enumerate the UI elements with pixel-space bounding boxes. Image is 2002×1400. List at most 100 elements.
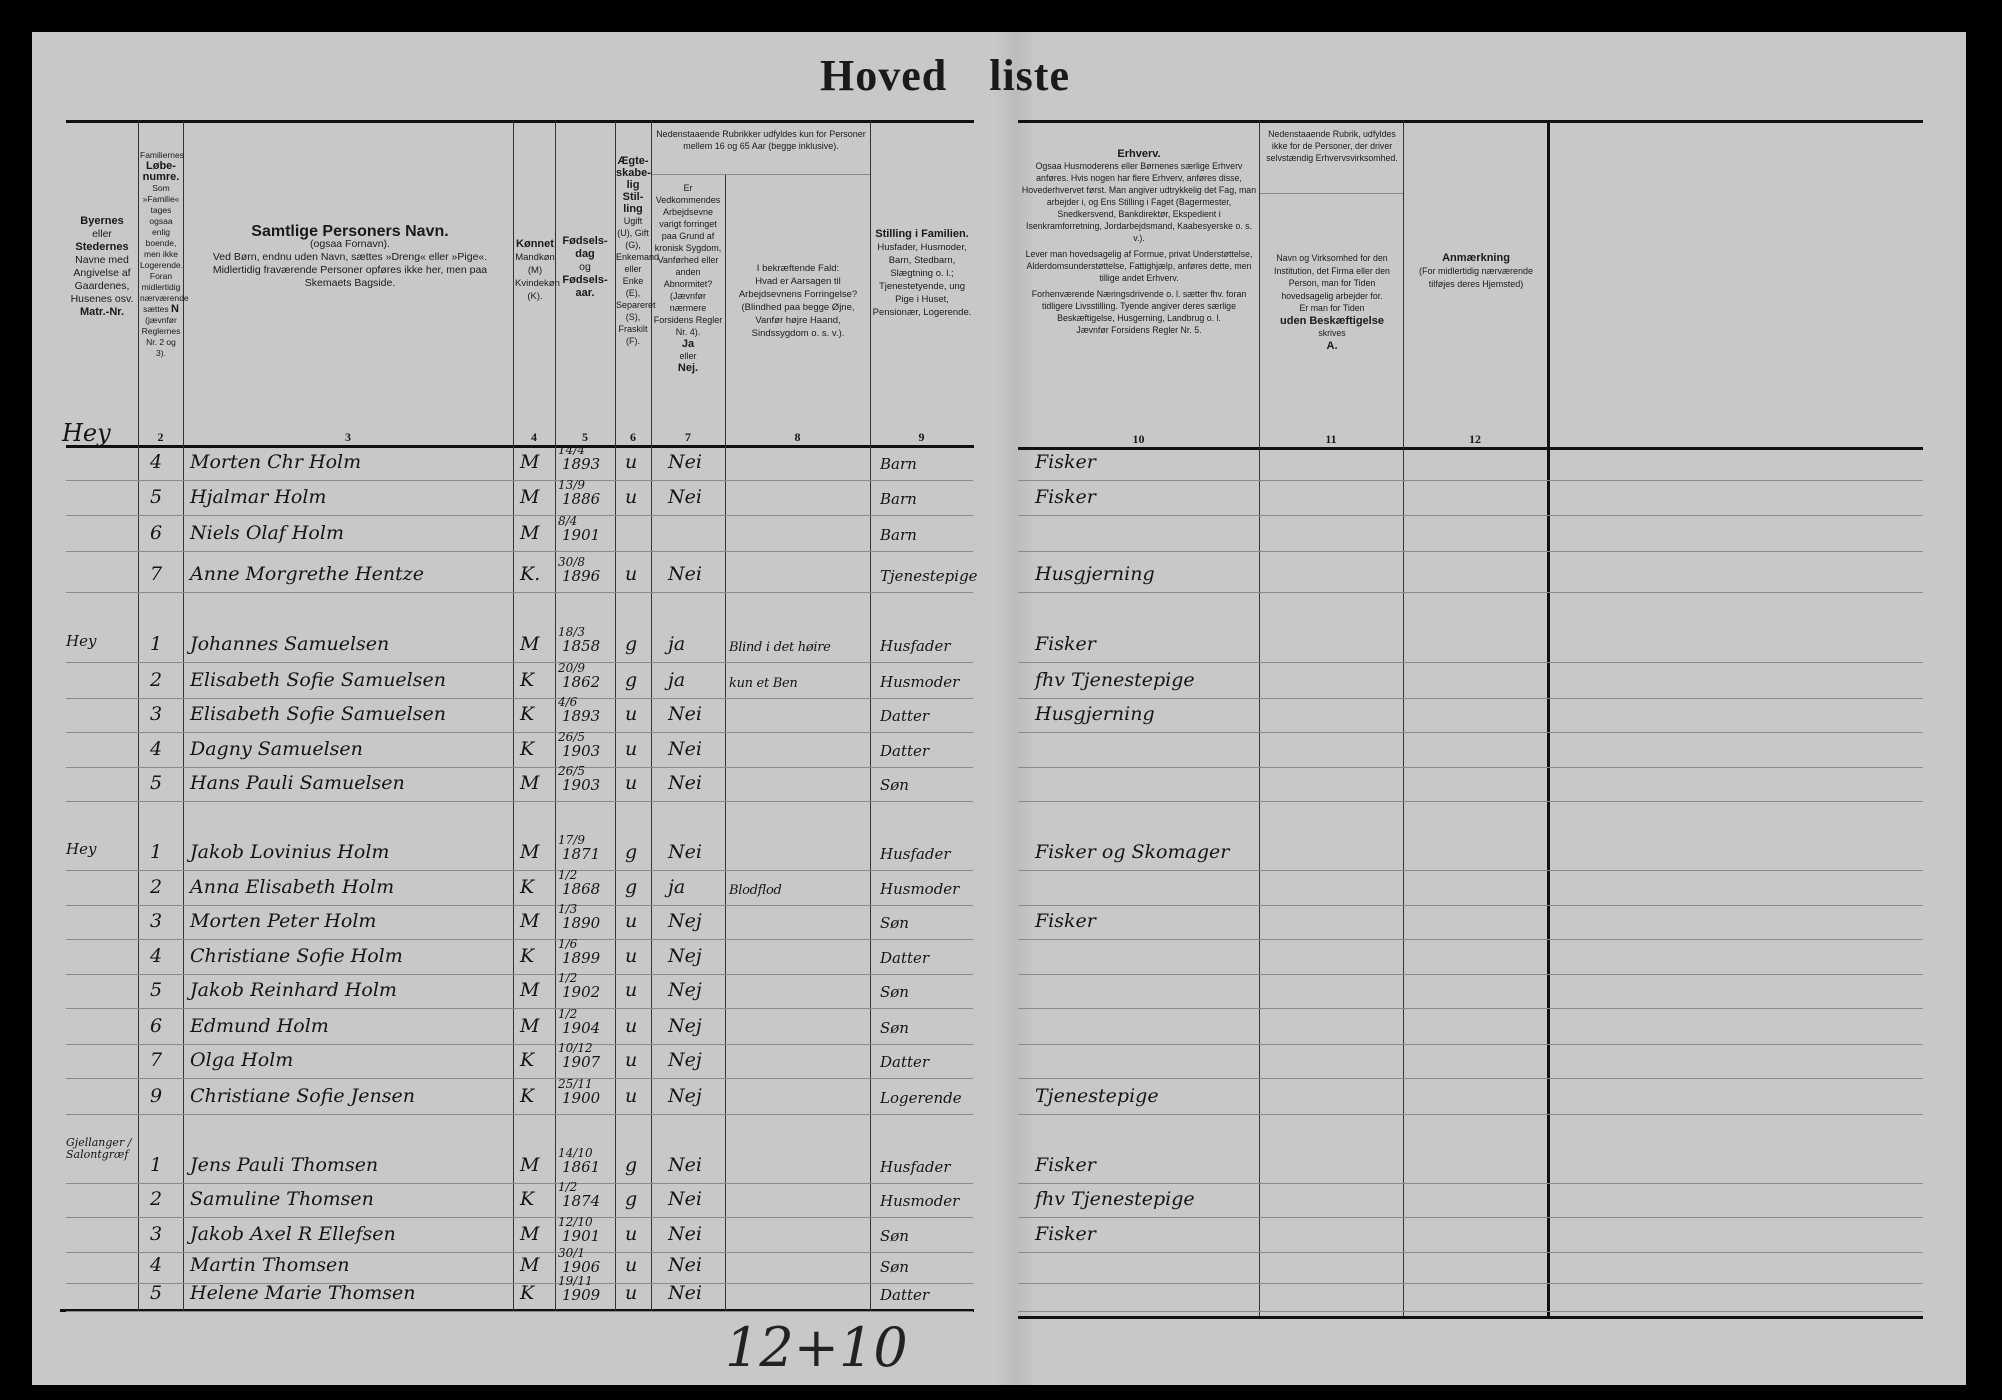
header-col5: Fødsels-dag og Fødsels-aar. <box>562 235 608 299</box>
col-divider <box>1259 121 1260 1316</box>
header-col8: I bekræftende Fald: Hvad er Aarsagen til … <box>738 263 858 339</box>
cell-num: 2 <box>150 1188 163 1210</box>
row-rule <box>66 905 973 906</box>
cell-occupation: fhv Tjenestepige <box>1035 1188 1195 1210</box>
cell-sex: M <box>520 772 540 794</box>
header-col11: Navn og Virksomhed for den Institution, … <box>1274 253 1390 352</box>
cell-family: Søn <box>880 983 909 1001</box>
row-rule <box>1018 1311 1923 1312</box>
row-rule <box>1018 801 1923 802</box>
row-rule <box>1018 1044 1923 1045</box>
cell-name: Morten Peter Holm <box>190 910 377 932</box>
cell-civil: g <box>625 841 638 863</box>
cell-disabled: Nei <box>668 486 702 508</box>
cell-name: Helene Marie Thomsen <box>190 1282 416 1304</box>
cell-disabled: ja <box>668 876 686 898</box>
cell-place: Hey <box>66 632 97 650</box>
cell-sex: M <box>520 1223 540 1245</box>
cell-year: 1907 <box>562 1053 601 1071</box>
cell-disabled: Nei <box>668 772 702 794</box>
cell-family: Husmoder <box>880 880 960 898</box>
row-rule <box>66 1217 973 1218</box>
row-rule <box>1018 1217 1923 1218</box>
cell-cause: Blodflod <box>729 883 782 898</box>
cell-sex: K <box>520 1049 535 1071</box>
cell-year: 1900 <box>562 1089 601 1107</box>
cell-day: 10/12 <box>558 1041 593 1055</box>
column-number: 10 <box>1132 432 1145 446</box>
cell-disabled: Nei <box>668 1282 702 1304</box>
cell-disabled: Nej <box>668 1015 702 1037</box>
cell-year: 1902 <box>562 983 601 1001</box>
cell-disabled: ja <box>668 633 686 655</box>
cell-civil: g <box>625 876 638 898</box>
cell-num: 3 <box>150 1223 163 1245</box>
cell-disabled: Nei <box>668 1223 702 1245</box>
cell-year: 1861 <box>562 1158 601 1176</box>
cell-num: 4 <box>150 738 163 760</box>
cell-sex: K <box>520 945 535 967</box>
row-rule <box>66 592 973 593</box>
cell-disabled: Nei <box>668 738 702 760</box>
cell-name: Jakob Lovinius Holm <box>190 841 390 863</box>
cell-civil: g <box>625 1188 638 1210</box>
column-number: 3 <box>345 430 351 444</box>
cell-family: Søn <box>880 1227 909 1245</box>
cell-occupation: Fisker <box>1035 1223 1096 1245</box>
row-rule <box>66 1183 973 1184</box>
cell-year: 1901 <box>562 526 601 544</box>
cell-disabled: Nei <box>668 703 702 725</box>
column-number: 7 <box>685 430 691 444</box>
cell-civil: u <box>625 772 638 794</box>
cell-day: 12/10 <box>558 1215 593 1229</box>
header-col7-8-top: Nedenstaaende Rubrikker udfyldes kun for… <box>656 129 866 151</box>
cell-year: 1868 <box>562 880 601 898</box>
rule-bottom-left <box>60 1309 974 1312</box>
cell-sex: K <box>520 1188 535 1210</box>
cell-name: Martin Thomsen <box>190 1254 350 1276</box>
cell-year: 1909 <box>562 1286 601 1304</box>
row-rule <box>66 939 973 940</box>
cell-cause: Blind i det høire <box>729 640 831 655</box>
cell-family: Søn <box>880 776 909 794</box>
cell-sex: M <box>520 841 540 863</box>
rule-header-right <box>1018 447 1923 450</box>
cell-num: 5 <box>150 979 163 1001</box>
cell-disabled: Nej <box>668 945 702 967</box>
col-divider <box>615 121 616 1311</box>
cell-family: Datter <box>880 949 930 967</box>
cell-sex: M <box>520 1154 540 1176</box>
cell-family: Husfader <box>880 845 951 863</box>
cell-name: Jens Pauli Thomsen <box>190 1154 379 1176</box>
row-rule <box>66 1044 973 1045</box>
cell-day: 14/4 <box>558 443 585 457</box>
row-rule <box>66 698 973 699</box>
cell-family: Husmoder <box>880 673 960 691</box>
subheader-rule <box>652 174 870 175</box>
cell-year: 1893 <box>562 707 601 725</box>
cell-family: Datter <box>880 1053 930 1071</box>
cell-family: Søn <box>880 1019 909 1037</box>
cell-name: Olga Holm <box>190 1049 294 1071</box>
subheader-rule <box>1260 193 1403 194</box>
cell-occupation: fhv Tjenestepige <box>1035 669 1195 691</box>
cell-family: Søn <box>880 1258 909 1276</box>
cell-num: 3 <box>150 703 163 725</box>
census-sheet <box>32 32 1966 1385</box>
row-rule <box>1018 551 1923 552</box>
cell-year: 1906 <box>562 1258 601 1276</box>
cell-num: 9 <box>150 1085 163 1107</box>
cell-family: Datter <box>880 707 930 725</box>
cell-place: Gjellanger / Salontgræf <box>66 1136 132 1161</box>
cell-num: 6 <box>150 522 163 544</box>
cell-day: 1/2 <box>558 868 578 882</box>
cell-family: Barn <box>880 526 917 544</box>
cell-name: Hans Pauli Samuelsen <box>190 772 405 794</box>
cell-civil: u <box>625 1254 638 1276</box>
cell-day: 25/11 <box>558 1077 593 1091</box>
row-rule <box>1018 1183 1923 1184</box>
cell-num: 4 <box>150 945 163 967</box>
cell-civil: g <box>625 669 638 691</box>
col-divider <box>1403 121 1404 1316</box>
row-rule <box>66 515 973 516</box>
